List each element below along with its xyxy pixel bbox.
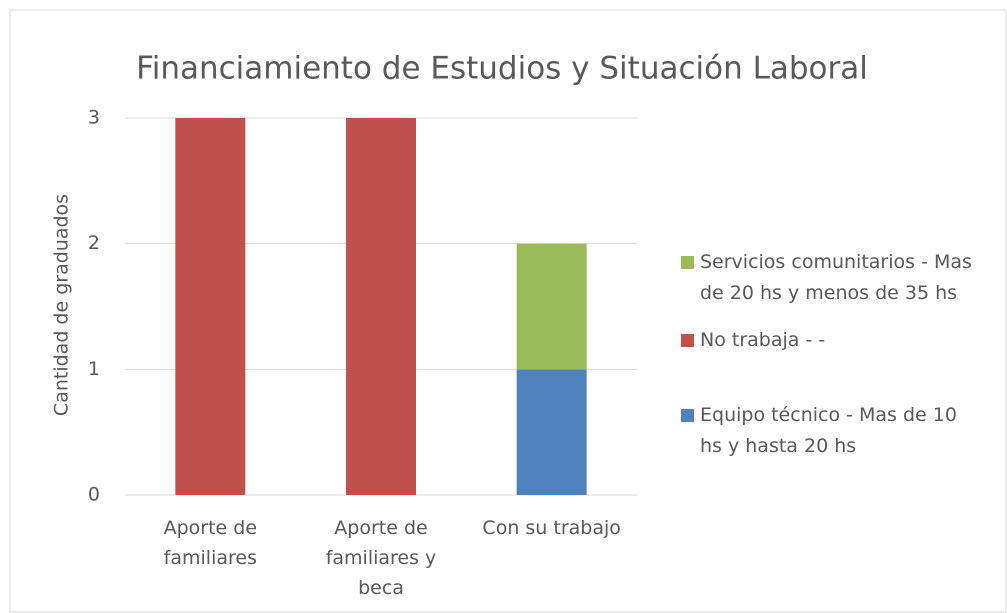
bar-segment bbox=[175, 118, 246, 495]
legend-swatch bbox=[681, 409, 694, 422]
y-tick-label: 0 bbox=[88, 484, 100, 506]
bar-segment bbox=[516, 369, 587, 495]
x-tick-label: Aporte de familiares bbox=[164, 517, 257, 569]
x-tick-label: Aporte de familiares y beca bbox=[326, 517, 437, 599]
legend-label: Servicios comunitarios - Mas de 20 hs y m… bbox=[700, 251, 972, 304]
legend-label: Equipo técnico - Mas de 10 hs y hasta 20 … bbox=[700, 404, 957, 457]
y-axis-label: Cantidad de graduados bbox=[51, 194, 73, 416]
x-tick-label: Con su trabajo bbox=[482, 517, 620, 539]
y-tick-label: 1 bbox=[88, 358, 100, 380]
bar-segment bbox=[516, 243, 587, 370]
bar-segment bbox=[346, 118, 416, 495]
legend-swatch bbox=[681, 256, 694, 269]
legend-swatch bbox=[681, 334, 694, 347]
y-tick-label: 2 bbox=[88, 232, 100, 254]
chart-title: Financiamiento de Estudios y Situación L… bbox=[136, 51, 868, 87]
legend-label: No trabaja - - bbox=[700, 329, 825, 351]
y-tick-label: 3 bbox=[88, 107, 100, 129]
